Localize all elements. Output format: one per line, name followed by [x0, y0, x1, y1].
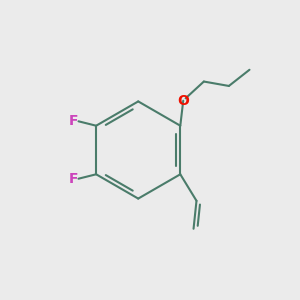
- Text: O: O: [177, 94, 189, 108]
- Text: F: F: [68, 114, 78, 128]
- Text: F: F: [68, 172, 78, 186]
